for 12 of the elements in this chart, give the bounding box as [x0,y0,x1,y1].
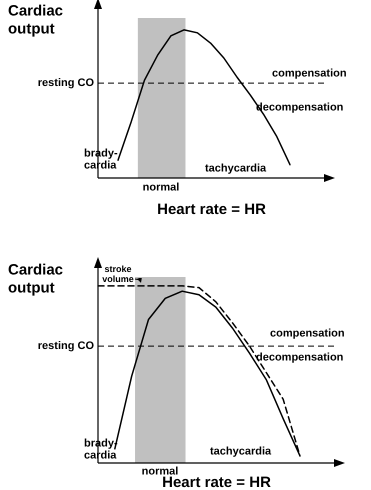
annotation: tachycardia [210,446,272,458]
ref-line-label: resting CO [38,77,94,90]
annotation: decompensation [256,352,344,364]
y-axis-title: Cardiac output [8,2,64,38]
ref-line-label: resting CO [38,340,94,352]
annotation: compensation [272,68,347,80]
annotation: tachycardia [205,162,268,175]
text: normal [142,182,180,194]
annotation: compensation [270,328,345,340]
text: stroke volume [102,264,134,284]
x-axis-title: Heart rate = HR [157,201,266,218]
y-axis-title: Cardiac output [8,262,64,297]
